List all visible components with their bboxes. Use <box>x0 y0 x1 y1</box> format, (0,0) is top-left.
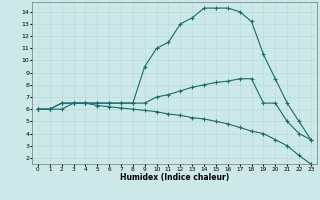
X-axis label: Humidex (Indice chaleur): Humidex (Indice chaleur) <box>120 173 229 182</box>
